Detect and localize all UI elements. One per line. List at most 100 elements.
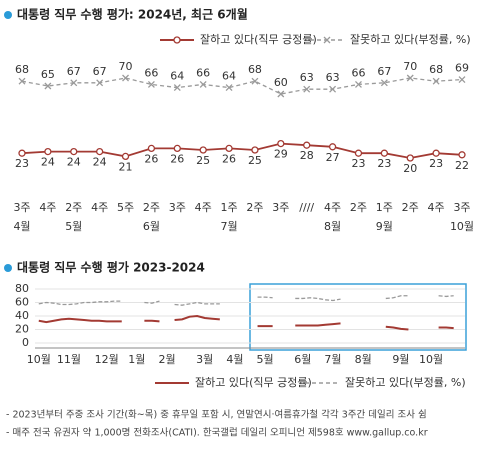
value-label: 24 bbox=[67, 156, 81, 169]
value-label: 60 bbox=[274, 76, 288, 89]
marker bbox=[173, 84, 181, 92]
chart-title: 대통령 직무 수행 평가 2023-2024 bbox=[17, 260, 205, 275]
value-label: 70 bbox=[119, 60, 133, 73]
y-tick-label: 60 bbox=[15, 296, 29, 309]
x-tick-label: 5주 bbox=[117, 201, 134, 214]
highlight-box bbox=[249, 283, 467, 351]
x-tick-label: 4주 bbox=[324, 201, 341, 214]
value-label: 26 bbox=[170, 152, 184, 165]
marker bbox=[18, 77, 26, 85]
value-label: 64 bbox=[170, 70, 184, 83]
value-label: 68 bbox=[429, 63, 443, 76]
value-label: 68 bbox=[15, 63, 29, 76]
point bbox=[303, 141, 311, 149]
x-tick-label: 4주 bbox=[91, 201, 108, 214]
x-tick-label: 5월 bbox=[257, 353, 274, 366]
value-label: 25 bbox=[248, 154, 262, 167]
value-label: 69 bbox=[455, 62, 469, 75]
x-tick-label: 6월 bbox=[294, 353, 311, 366]
y-tick-label: 80 bbox=[15, 282, 29, 295]
marker bbox=[96, 79, 104, 87]
marker bbox=[323, 36, 331, 44]
x-tick-label: 3주 bbox=[13, 201, 30, 214]
value-label: 65 bbox=[41, 68, 55, 81]
month-label: 7월 bbox=[220, 220, 237, 233]
month-label: 6월 bbox=[143, 220, 160, 233]
value-label: 23 bbox=[429, 157, 443, 170]
y-tick-label: 40 bbox=[15, 309, 29, 322]
point bbox=[225, 144, 233, 153]
point bbox=[251, 146, 259, 154]
point bbox=[328, 143, 337, 151]
point bbox=[277, 139, 285, 148]
value-label: 23 bbox=[15, 157, 29, 170]
value-label: 24 bbox=[93, 156, 107, 169]
point bbox=[147, 144, 156, 153]
point bbox=[199, 146, 207, 154]
value-label: 26 bbox=[222, 152, 236, 165]
x-tick-label: 3주 bbox=[272, 201, 289, 214]
value-label: 66 bbox=[144, 66, 158, 79]
series-line bbox=[38, 295, 454, 306]
point bbox=[380, 149, 389, 157]
point bbox=[458, 151, 466, 159]
x-tick-label: 2주 bbox=[143, 201, 160, 214]
value-label: 64 bbox=[222, 70, 236, 83]
point bbox=[121, 152, 130, 161]
x-tick-label: 1주 bbox=[220, 201, 237, 214]
marker bbox=[44, 82, 52, 90]
marker bbox=[329, 85, 337, 93]
x-tick-label: 1주 bbox=[376, 201, 393, 214]
point bbox=[432, 149, 440, 157]
value-label: 63 bbox=[326, 71, 340, 84]
x-tick-label: 3주 bbox=[453, 201, 470, 214]
x-tick-label: 9월 bbox=[392, 353, 409, 366]
series-line bbox=[38, 314, 454, 331]
x-tick-label: 2주 bbox=[65, 201, 82, 214]
x-tick-label: 4주 bbox=[195, 201, 212, 214]
title-bullet bbox=[4, 11, 12, 19]
x-tick-label: 10월 bbox=[419, 353, 443, 366]
marker bbox=[199, 80, 207, 88]
value-label: 22 bbox=[455, 159, 469, 172]
x-tick-label: 2주 bbox=[246, 201, 263, 214]
legend-label: 잘못하고 있다(부정률, %) bbox=[345, 375, 466, 389]
point bbox=[173, 144, 181, 153]
month-label: 8월 bbox=[324, 220, 341, 233]
series-line bbox=[21, 77, 463, 95]
x-tick-label: 7월 bbox=[324, 353, 341, 366]
x-tick-label: 4주 bbox=[39, 201, 56, 214]
marker bbox=[355, 80, 362, 88]
value-label: 67 bbox=[377, 65, 391, 78]
x-tick-label: 4월 bbox=[226, 353, 243, 366]
x-tick-label: 2주 bbox=[350, 201, 367, 214]
value-label: 70 bbox=[403, 60, 417, 73]
value-label: 25 bbox=[196, 154, 210, 167]
x-tick-label: 11월 bbox=[57, 353, 81, 366]
marker bbox=[122, 74, 129, 82]
point bbox=[95, 147, 104, 156]
legend-label: 잘하고 있다(직무 긍정률) bbox=[200, 32, 317, 46]
value-label: 63 bbox=[300, 71, 314, 84]
marker bbox=[277, 90, 285, 98]
point bbox=[44, 147, 52, 156]
value-label: 24 bbox=[41, 156, 55, 169]
x-tick-label: 4주 bbox=[428, 201, 445, 214]
title-bullet bbox=[4, 264, 12, 272]
value-label: 28 bbox=[300, 149, 314, 162]
month-label: 10월 bbox=[450, 220, 474, 233]
x-tick-label: 3주 bbox=[169, 201, 186, 214]
value-label: 68 bbox=[248, 63, 262, 76]
month-label: 4월 bbox=[13, 220, 30, 233]
chart-title: 대통령 직무 수행 평가: 2024년, 최근 6개월 bbox=[17, 7, 248, 22]
x-tick-label: 12월 bbox=[95, 353, 119, 366]
marker bbox=[432, 77, 440, 85]
x-tick-label: 8월 bbox=[355, 353, 372, 366]
value-label: 27 bbox=[326, 151, 340, 164]
legend-marker bbox=[173, 36, 181, 44]
month-label: 9월 bbox=[376, 220, 393, 233]
x-tick-label: 1월 bbox=[128, 353, 145, 366]
marker bbox=[225, 84, 233, 92]
x-tick-label: 10월 bbox=[27, 353, 51, 366]
